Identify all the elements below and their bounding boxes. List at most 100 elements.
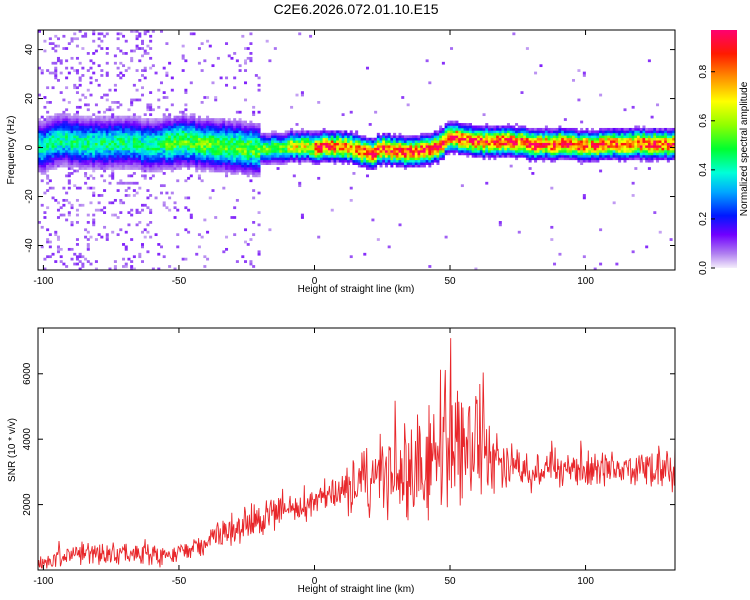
spectrogram-cell — [219, 152, 223, 156]
spectrogram-cell — [596, 159, 600, 163]
spectrogram-cell — [441, 152, 445, 156]
spectrogram-cell — [132, 30, 136, 33]
spectrogram-cell — [38, 127, 42, 131]
spectrogram-cell — [314, 157, 318, 161]
spectrogram-cell — [664, 130, 668, 134]
spectrogram-cell — [365, 154, 369, 158]
spectrogram-cell — [54, 150, 58, 153]
spectrogram-cell — [338, 147, 342, 151]
spectrogram-cell — [43, 123, 47, 126]
spectrogram-cell — [162, 125, 166, 129]
spectrogram-cell — [601, 157, 605, 161]
spectrogram-cell — [387, 145, 391, 148]
spectrogram-cell — [141, 208, 145, 212]
spectrogram-cell — [116, 101, 120, 104]
spectrogram-cell — [357, 154, 361, 158]
spectrogram-cell — [553, 135, 557, 139]
spectrogram-cell — [54, 164, 58, 168]
spectrogram-cell — [46, 152, 50, 156]
spectrogram-cell — [214, 96, 218, 99]
spectrogram-cell — [127, 115, 131, 119]
spectrogram-cell — [393, 145, 397, 148]
spectrogram-cell — [612, 147, 616, 151]
spectrogram-cell — [178, 147, 182, 151]
spectrogram-cell — [493, 137, 497, 141]
spectrogram-cell — [390, 140, 394, 143]
spectrogram-cell — [78, 203, 82, 207]
spectrogram-cell — [181, 145, 185, 148]
spectrogram-cell — [558, 252, 562, 256]
spectrogram-cell — [130, 115, 134, 119]
spectrogram-cell — [553, 262, 557, 266]
spectrogram-cell — [238, 125, 242, 129]
spectrogram-cell — [498, 142, 502, 146]
spectrogram-cell — [135, 120, 139, 124]
spectrogram-cell — [222, 118, 226, 121]
spectrogram-cell — [563, 145, 567, 148]
spectrogram-cell — [460, 135, 464, 139]
spectrogram-cell — [509, 154, 513, 158]
spectrogram-cell — [165, 42, 169, 45]
spectrogram-cell — [124, 115, 128, 119]
spectrogram-cell — [246, 142, 250, 146]
spectrogram-cell — [184, 130, 188, 134]
spectrogram-cell — [40, 140, 44, 143]
spectrogram-cell — [78, 98, 82, 102]
spectrogram-cell — [143, 176, 147, 180]
spectrogram-cell — [260, 162, 264, 165]
spectrogram-cell — [70, 37, 74, 41]
spectrogram-cell — [618, 127, 622, 131]
spectrogram-cell — [577, 137, 581, 141]
spectrogram-cell — [195, 164, 199, 168]
spectrogram-cell — [227, 140, 231, 143]
spectrogram-cell — [604, 127, 608, 131]
spectrogram-cell — [306, 154, 310, 158]
spectrogram-cell — [669, 152, 673, 156]
spectrogram-cell — [211, 64, 215, 68]
spectrogram-cell — [577, 135, 581, 139]
spectrogram-cell — [290, 147, 294, 151]
spectrogram-cell — [485, 145, 489, 148]
spectrogram-cell — [162, 120, 166, 124]
spectrogram-cell — [382, 150, 386, 153]
spectrogram-cell — [422, 152, 426, 156]
spectrogram-cell — [206, 39, 210, 43]
spectrogram-cell — [395, 142, 399, 146]
spectrogram-cell — [431, 132, 435, 136]
spectrogram-cell — [447, 145, 451, 148]
spectrogram-cell — [141, 245, 145, 249]
spectrogram-cell — [38, 157, 42, 161]
spectrogram-cell — [235, 150, 239, 153]
spectrogram-cell — [105, 157, 109, 161]
spectrogram-cell — [252, 127, 256, 131]
spectrogram-cell — [116, 159, 120, 163]
spectrogram-cell — [254, 125, 258, 129]
spectrogram-cell — [517, 145, 521, 148]
spectrogram-cell — [143, 135, 147, 139]
spectrogram-cell — [341, 137, 345, 141]
spectrogram-cell — [365, 162, 369, 165]
spectrogram-cell — [78, 115, 82, 119]
spectrogram-cell — [252, 150, 256, 153]
spectrogram-cell — [192, 140, 196, 143]
spectrogram-cell — [379, 154, 383, 158]
spectrogram-cell — [292, 174, 296, 178]
spectrogram-cell — [73, 118, 77, 121]
spectrogram-cell — [225, 42, 229, 45]
spectrogram-cell — [146, 147, 150, 151]
spectrogram-cell — [412, 157, 416, 161]
spectrogram-cell — [149, 164, 153, 168]
spectrogram-cell — [577, 157, 581, 161]
spectrogram-cell — [67, 179, 71, 183]
spectrogram-cell — [357, 164, 361, 168]
spectrogram-cell — [306, 150, 310, 153]
spectrogram-cell — [75, 123, 79, 126]
spectrogram-cell — [84, 132, 88, 136]
spectrogram-cell — [666, 147, 670, 151]
spectrogram-cell — [138, 118, 142, 121]
spectrogram-cell — [181, 157, 185, 161]
spectrogram-cell — [81, 118, 85, 121]
spectrogram-cell — [97, 135, 101, 139]
spectrogram-cell — [159, 125, 163, 129]
spectrogram-cell — [387, 152, 391, 156]
